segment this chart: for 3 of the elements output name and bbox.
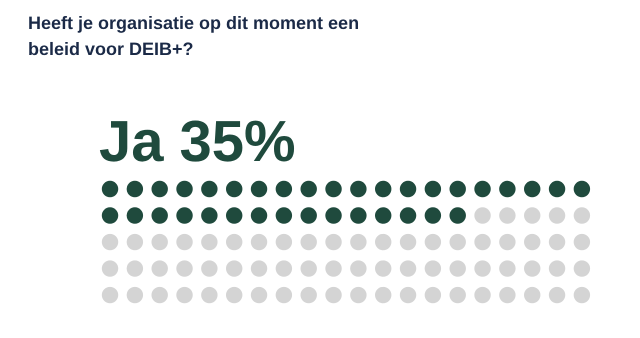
data-label: 35%	[180, 109, 296, 174]
text: Heeft je organisatie op dit moment een beleid voor DEIB+?	[28, 13, 360, 59]
category-label: Ja	[99, 109, 164, 174]
